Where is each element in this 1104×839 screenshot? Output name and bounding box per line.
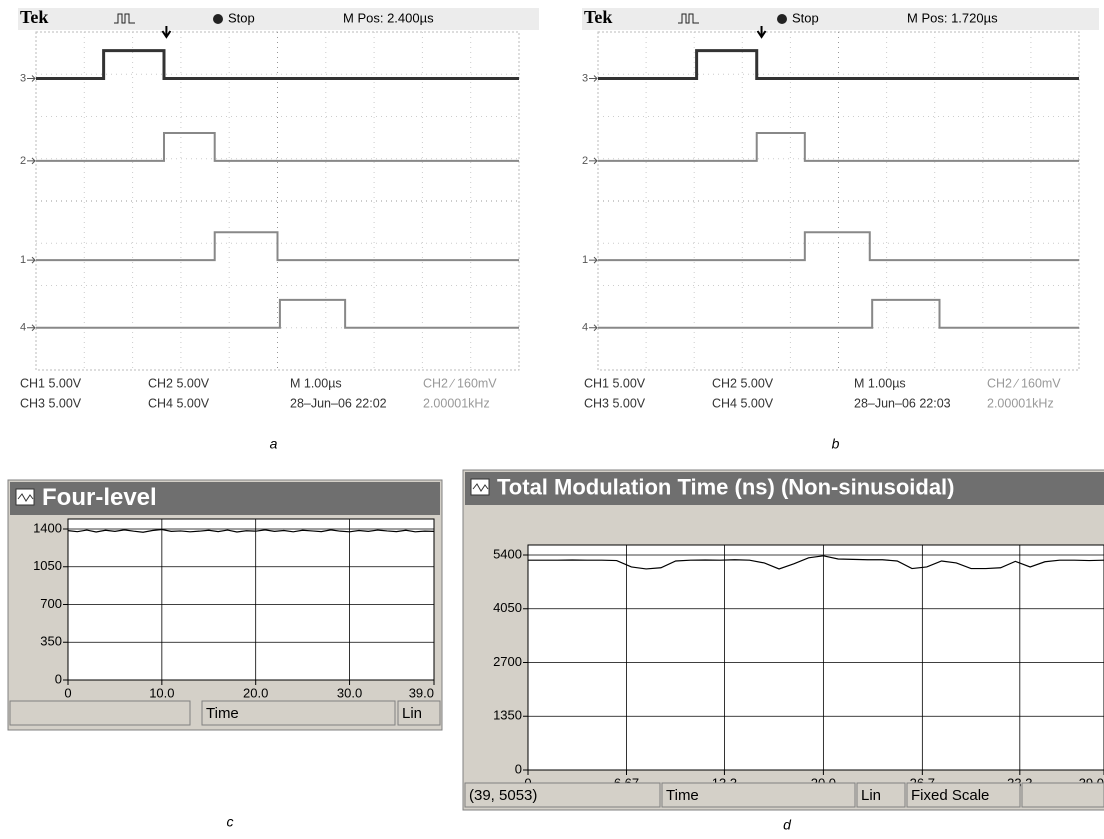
scope-readout: 2.00001kHz bbox=[423, 396, 490, 410]
scope-readout: 2.00001kHz bbox=[987, 396, 1054, 410]
scope-readout: M 1.00µs bbox=[290, 376, 342, 390]
plot-area bbox=[68, 519, 434, 680]
scope-readout: CH1 5.00V bbox=[20, 376, 82, 390]
x-tick-label: 10.0 bbox=[149, 685, 174, 700]
plot-area bbox=[528, 545, 1104, 770]
channel-arrow bbox=[589, 325, 597, 331]
scope-status: Stop bbox=[792, 10, 819, 25]
scope-readout: CH2 5.00V bbox=[712, 376, 774, 390]
channel-marker: 1 bbox=[582, 254, 588, 266]
channel-arrow bbox=[589, 158, 597, 164]
footer-text: (39, 5053) bbox=[469, 787, 537, 804]
channel-marker: 1 bbox=[20, 254, 26, 266]
scope-readout: CH4 5.00V bbox=[148, 396, 210, 410]
scope-header bbox=[582, 8, 1099, 30]
scope-readout: CH3 5.00V bbox=[584, 396, 646, 410]
chart-title: Total Modulation Time (ns) (Non-sinusoid… bbox=[497, 474, 955, 499]
channel-arrow bbox=[589, 257, 597, 263]
footer-cell bbox=[1022, 783, 1104, 807]
scope-status: Stop bbox=[228, 10, 255, 25]
y-tick-label: 1350 bbox=[493, 708, 522, 723]
channel-marker: 3 bbox=[20, 72, 26, 84]
channel-marker: 4 bbox=[20, 322, 26, 334]
channel-arrow bbox=[27, 75, 35, 81]
y-tick-label: 5400 bbox=[493, 546, 522, 561]
caption: a bbox=[270, 436, 278, 452]
channel-arrow bbox=[27, 158, 35, 164]
footer-text: Time bbox=[666, 787, 699, 804]
scope-readout: CH2 ∕ 160mV bbox=[987, 376, 1061, 390]
channel-marker: 4 bbox=[582, 322, 588, 334]
scope-readout: CH3 5.00V bbox=[20, 396, 82, 410]
y-tick-label: 0 bbox=[55, 671, 62, 686]
y-tick-label: 700 bbox=[40, 596, 62, 611]
caption: b bbox=[832, 436, 840, 452]
channel-arrow bbox=[27, 257, 35, 263]
channel-arrow bbox=[27, 325, 35, 331]
x-tick-label: 0 bbox=[64, 685, 71, 700]
scope-readout: M 1.00µs bbox=[854, 376, 906, 390]
x-tick-label: 20.0 bbox=[243, 685, 268, 700]
footer-cell bbox=[10, 701, 190, 725]
stop-icon bbox=[213, 14, 223, 24]
y-tick-label: 4050 bbox=[493, 600, 522, 615]
channel-marker: 2 bbox=[582, 155, 588, 167]
chart-title: Four-level bbox=[42, 484, 157, 511]
caption: d bbox=[783, 817, 792, 833]
y-tick-label: 350 bbox=[40, 634, 62, 649]
x-tick-label: 39.0 bbox=[409, 685, 434, 700]
footer-text: Time bbox=[206, 705, 239, 722]
x-tick-label: 30.0 bbox=[337, 685, 362, 700]
y-tick-label: 1400 bbox=[33, 520, 62, 535]
figure: Tek Stop M Pos: 2.400µs 3 2 1 4 CH1 5.00V CH2 5.… bbox=[0, 0, 1104, 839]
scope-header bbox=[18, 8, 539, 30]
channel-arrow bbox=[589, 75, 597, 81]
channel-marker: 2 bbox=[20, 155, 26, 167]
scope-readout: 28–Jun–06 22:02 bbox=[290, 396, 387, 410]
scope-readout: CH2 5.00V bbox=[148, 376, 210, 390]
footer-text: Lin bbox=[861, 787, 881, 804]
footer-text: Fixed Scale bbox=[911, 787, 989, 804]
scope-mpos: M Pos: 1.720µs bbox=[907, 10, 998, 25]
scope-readout: CH2 ∕ 160mV bbox=[423, 376, 497, 390]
scope-mpos: M Pos: 2.400µs bbox=[343, 10, 434, 25]
y-tick-label: 0 bbox=[515, 761, 522, 776]
scope-brand: Tek bbox=[20, 7, 48, 27]
y-tick-label: 2700 bbox=[493, 654, 522, 669]
caption: c bbox=[227, 814, 234, 830]
stop-icon bbox=[777, 14, 787, 24]
channel-marker: 3 bbox=[582, 72, 588, 84]
footer-text: Lin bbox=[402, 705, 422, 722]
page: Tek Stop M Pos: 2.400µs 3 2 1 4 CH1 5.00V CH2 5.… bbox=[0, 0, 1104, 839]
scope-readout: 28–Jun–06 22:03 bbox=[854, 396, 951, 410]
y-tick-label: 1050 bbox=[33, 558, 62, 573]
scope-brand: Tek bbox=[584, 7, 612, 27]
scope-readout: CH4 5.00V bbox=[712, 396, 774, 410]
scope-readout: CH1 5.00V bbox=[584, 376, 646, 390]
